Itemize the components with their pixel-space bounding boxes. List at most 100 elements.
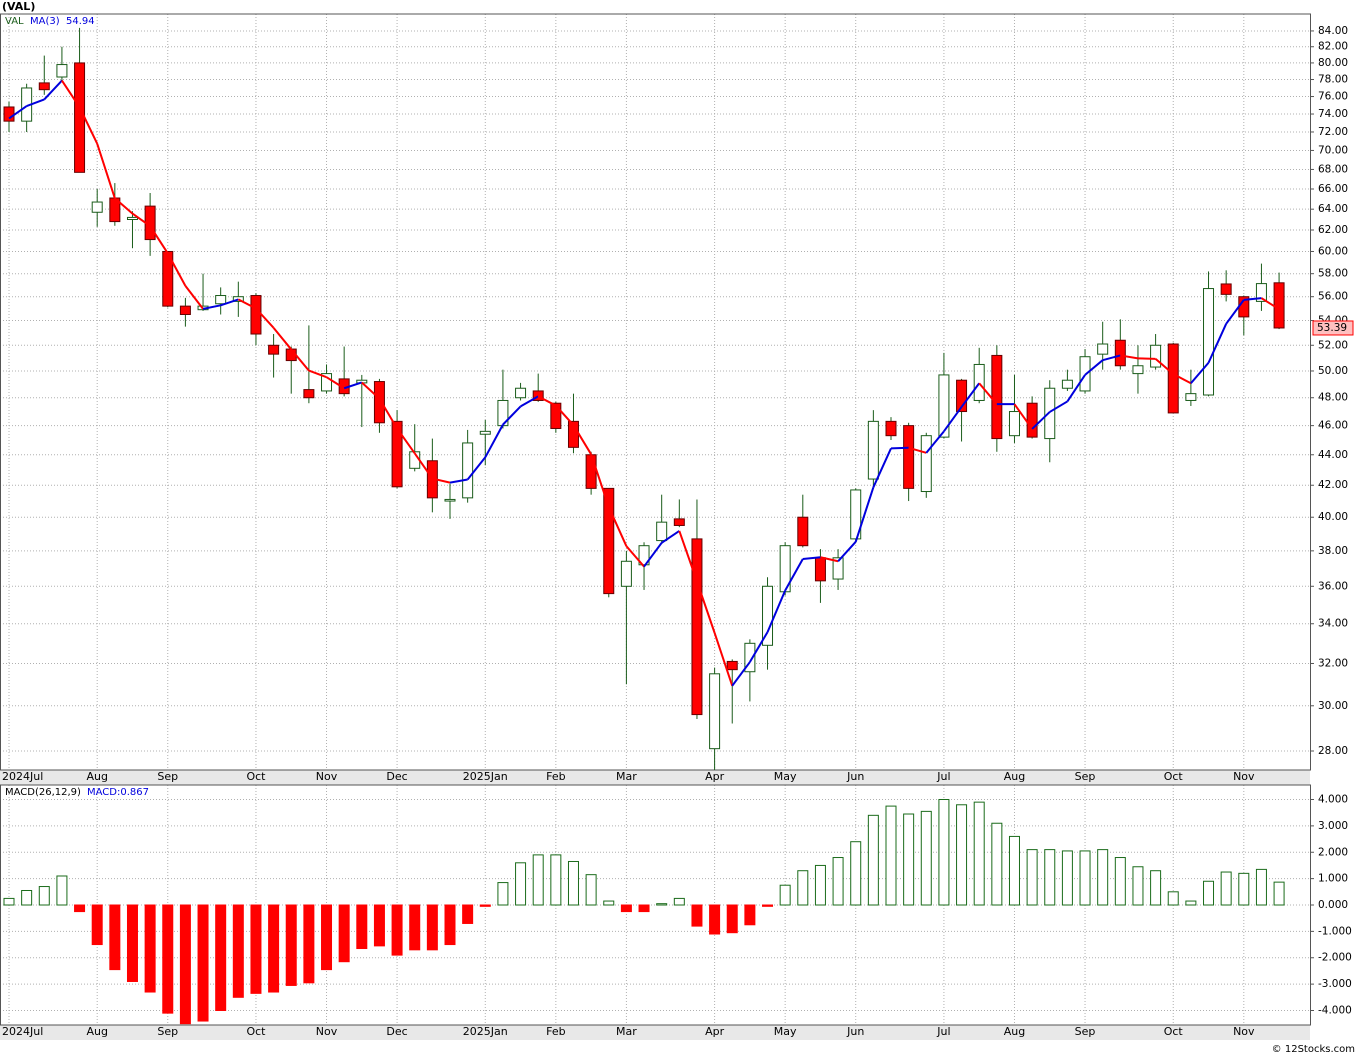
ma-line	[1137, 357, 1156, 360]
histogram-bar	[409, 904, 421, 951]
candle-body	[797, 516, 809, 547]
candle-body	[867, 420, 879, 480]
candle-body	[991, 354, 1003, 440]
ma-line	[925, 430, 945, 454]
candle-body	[232, 296, 244, 302]
candle-body	[620, 560, 632, 587]
candle-body	[303, 389, 315, 399]
ma-line	[290, 348, 310, 372]
y-tick-label: 70.00	[1318, 144, 1348, 156]
candle-body	[1220, 283, 1232, 295]
ma-line	[749, 631, 769, 663]
ma-line	[678, 530, 698, 582]
legend-label: MACD:0.867	[87, 787, 149, 798]
candle-body	[162, 250, 174, 307]
ma-line	[1243, 297, 1262, 301]
ma-line	[96, 143, 116, 199]
candle-body	[1044, 387, 1056, 440]
y-tick-label: 76.00	[1318, 91, 1348, 103]
candle-body	[1185, 393, 1197, 401]
histogram-bar	[1008, 835, 1020, 906]
candle-body	[885, 420, 897, 437]
ma-line	[1207, 323, 1228, 364]
ma-line	[1260, 297, 1280, 311]
candle-body	[74, 62, 86, 173]
histogram-bar	[973, 801, 985, 906]
candle-body	[691, 538, 703, 716]
x-tick-label: Jun	[846, 1025, 864, 1038]
histogram-bar	[885, 805, 897, 906]
candle-body	[638, 545, 650, 566]
y-tick-label: 46.00	[1318, 420, 1348, 432]
histogram-bar	[1132, 866, 1144, 906]
y-tick-label: 42.00	[1318, 479, 1348, 491]
x-tick-label: May	[774, 1025, 797, 1038]
histogram-bar	[1185, 900, 1197, 906]
histogram-bar	[462, 904, 474, 924]
ma-line	[960, 382, 981, 408]
ma-line	[978, 382, 998, 405]
histogram-bar	[638, 904, 650, 913]
y-tick-label: 74.00	[1318, 108, 1348, 120]
ma-line	[131, 212, 151, 227]
candle-body	[832, 557, 844, 580]
histogram-bar	[920, 810, 932, 906]
candle-body	[373, 381, 385, 424]
y-tick-label: 44.00	[1318, 449, 1348, 461]
histogram-bar	[779, 884, 791, 906]
histogram-bar	[991, 822, 1003, 906]
x-tick-label: Sep	[157, 770, 178, 783]
candle-body	[179, 305, 191, 315]
histogram-bar	[814, 864, 826, 906]
ma-line	[590, 453, 610, 508]
plot-frame	[0, 13, 1311, 771]
x-tick-label: Oct	[1164, 1025, 1184, 1038]
ma-line	[308, 369, 327, 379]
histogram-bar	[797, 870, 809, 906]
candle-body	[250, 295, 262, 335]
candle-body	[321, 373, 333, 392]
ma-line	[114, 197, 134, 215]
x-tick-label: 2025Jan	[463, 770, 508, 783]
histogram-bar	[867, 814, 879, 906]
histogram-bar	[585, 874, 597, 906]
ma-line	[343, 381, 363, 390]
histogram-bar	[1044, 849, 1056, 906]
ma-line	[502, 405, 522, 426]
x-tick-label: Nov	[316, 770, 338, 783]
ma-line	[1084, 359, 1104, 376]
histogram-bar	[338, 904, 350, 963]
candle-body	[1114, 339, 1126, 367]
ma-line	[1154, 358, 1174, 375]
x-tick-label: Sep	[1075, 770, 1096, 783]
ma-line	[784, 558, 804, 591]
histogram-bar	[38, 886, 50, 906]
candle-body	[709, 673, 721, 750]
histogram-bar	[1255, 868, 1267, 906]
x-tick-label: Feb	[546, 1025, 565, 1038]
histogram-bar	[532, 854, 544, 906]
x-tick-label: Oct	[1164, 770, 1184, 783]
candle-body	[938, 374, 950, 438]
histogram-bar	[1203, 880, 1215, 906]
footer: © 12Stocks.com	[1272, 1044, 1355, 1055]
histogram-bar	[1114, 857, 1126, 906]
histogram-bar	[656, 903, 668, 906]
candle-body	[532, 390, 544, 401]
candle-body	[1203, 288, 1215, 396]
ma-line	[8, 105, 28, 120]
candle-body	[1132, 365, 1144, 375]
ma-line	[396, 427, 416, 454]
candle-body	[215, 295, 227, 305]
ma-line	[325, 376, 345, 390]
y-tick-label: 38.00	[1318, 545, 1348, 557]
candle-body	[38, 82, 50, 91]
ma-line	[572, 424, 592, 455]
candle-body	[462, 442, 474, 499]
ma-line	[61, 80, 81, 108]
candle-body	[1026, 402, 1038, 438]
histogram-bar	[91, 904, 103, 946]
y-tick-label: 1.000	[1318, 873, 1348, 885]
y-tick-label: -4.000	[1318, 1004, 1352, 1016]
ma-line	[520, 395, 539, 408]
